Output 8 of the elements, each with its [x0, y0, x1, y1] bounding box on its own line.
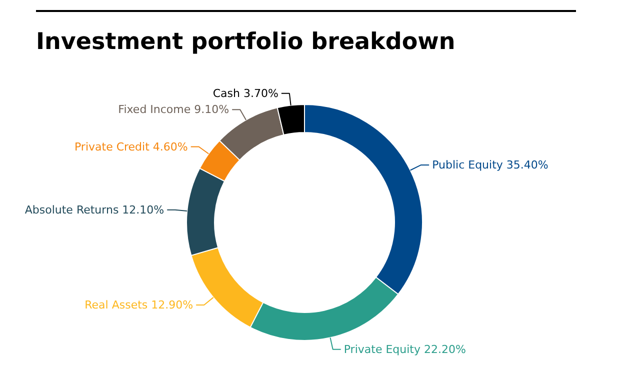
chart-title: Investment portfolio breakdown [36, 28, 456, 57]
slice-label: Private Credit 4.60% [74, 140, 188, 154]
slice-label: Public Equity 35.40% [432, 158, 548, 172]
slice-label: Fixed Income 9.10% [118, 103, 230, 116]
slice-label: Cash 3.70% [212, 86, 278, 100]
slice-label: Absolute Returns 12.10% [24, 203, 164, 216]
slice-label: Private Equity 22.20% [344, 342, 466, 356]
slice-label: Real Assets 12.90% [84, 298, 194, 312]
